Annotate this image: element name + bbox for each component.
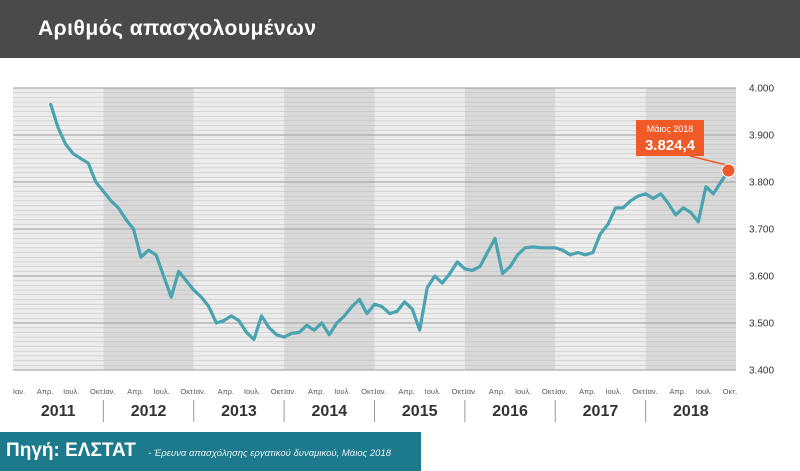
x-quarter-label: Ιουλ.	[154, 387, 170, 396]
y-tick-label: 3.800	[749, 178, 774, 189]
x-quarter-label: Ιουλ.	[425, 387, 441, 396]
x-quarter-label: Οκτ.	[271, 387, 286, 396]
x-quarter-label: Ιαν.	[194, 387, 206, 396]
x-quarter-label: Ιαν.	[645, 387, 657, 396]
x-year-label: 2011	[41, 403, 76, 420]
series-layer	[49, 102, 731, 341]
x-quarter-label: Ιαν.	[103, 387, 115, 396]
x-quarter-label: Οκτ.	[90, 387, 105, 396]
x-quarter-label: Οκτ.	[542, 387, 557, 396]
x-axis-ticks: Ιαν. Απρ. Ιουλ. Οκτ. 2011 Ιαν. Απρ. Ιουλ. Οκτ. 20…	[13, 387, 737, 422]
x-year-label: 2015	[402, 403, 438, 420]
x-year-label: 2014	[312, 403, 348, 420]
callout-pointer	[689, 155, 729, 167]
x-quarter-label: Ιαν.	[374, 387, 386, 396]
x-quarter-label: Απρ.	[308, 387, 325, 396]
x-quarter-label: Απρ.	[398, 387, 415, 396]
y-tick-label: 3.400	[749, 366, 774, 377]
y-tick-label: 3.500	[749, 319, 774, 330]
highlight-point	[721, 163, 736, 178]
x-year-label: 2012	[131, 403, 167, 420]
x-quarter-label: Απρ.	[127, 387, 144, 396]
source-bar: Πηγή: ΕΛΣΤΑΤ - Έρευνα απασχόλησης εργατι…	[0, 432, 421, 471]
series-line-0	[49, 102, 731, 341]
y-tick-label: 4.000	[749, 84, 774, 95]
x-quarter-label: Ιουλ.	[515, 387, 531, 396]
callout-value-label: 3.824,4	[645, 137, 696, 154]
x-quarter-label: Ιουλ.	[63, 387, 79, 396]
x-quarter-label: Απρ.	[37, 387, 54, 396]
y-tick-label: 3.900	[749, 131, 774, 142]
y-tick-label: 3.700	[749, 225, 774, 236]
x-year-label: 2016	[492, 403, 528, 420]
x-quarter-label: Ιουλ.	[334, 387, 350, 396]
x-quarter-label: Απρ.	[489, 387, 506, 396]
source-detail: - Έρευνα απασχόλησης εργατικού δυναμικού…	[148, 448, 392, 459]
y-tick-label: 3.600	[749, 272, 774, 283]
employment-line-chart: 3.400 3.500 3.600 3.700 3.800 3.900 4.000 Ιαν.…	[13, 84, 774, 422]
highlight-callout: Μάιος 2018 3.824,4	[636, 120, 736, 178]
x-year-label: 2013	[221, 403, 257, 420]
x-quarter-label: Απρ.	[669, 387, 686, 396]
source-label: Πηγή: ΕΛΣΤΑΤ	[6, 440, 136, 461]
x-quarter-label: Οκτ.	[361, 387, 376, 396]
callout-date-label: Μάιος 2018	[647, 124, 694, 134]
x-year-label: 2018	[673, 403, 709, 420]
x-quarter-label: Ιουλ.	[605, 387, 621, 396]
chart-title: Αριθμός απασχολουμένων	[38, 17, 317, 40]
x-quarter-label: Οκτ.	[452, 387, 467, 396]
x-quarter-label: Οκτ.	[180, 387, 195, 396]
callout-box	[636, 120, 704, 156]
x-quarter-label: Ιαν.	[284, 387, 296, 396]
x-quarter-label: Ιαν.	[555, 387, 567, 396]
x-year-label: 2017	[583, 403, 619, 420]
x-quarter-label: Ιουλ.	[696, 387, 712, 396]
x-quarter-label: Ιαν.	[13, 387, 25, 396]
grid-lines	[13, 87, 736, 371]
x-quarter-label: Ιαν.	[465, 387, 477, 396]
x-quarter-label: Απρ.	[218, 387, 235, 396]
x-quarter-label: Ιουλ.	[244, 387, 260, 396]
x-quarter-label: Απρ.	[579, 387, 596, 396]
title-bar: Αριθμός απασχολουμένων	[0, 0, 800, 58]
x-quarter-label: Οκτ.	[632, 387, 647, 396]
x-quarter-label: Οκτ.	[723, 387, 738, 396]
y-axis-ticks: 3.400 3.500 3.600 3.700 3.800 3.900 4.000	[749, 84, 774, 377]
